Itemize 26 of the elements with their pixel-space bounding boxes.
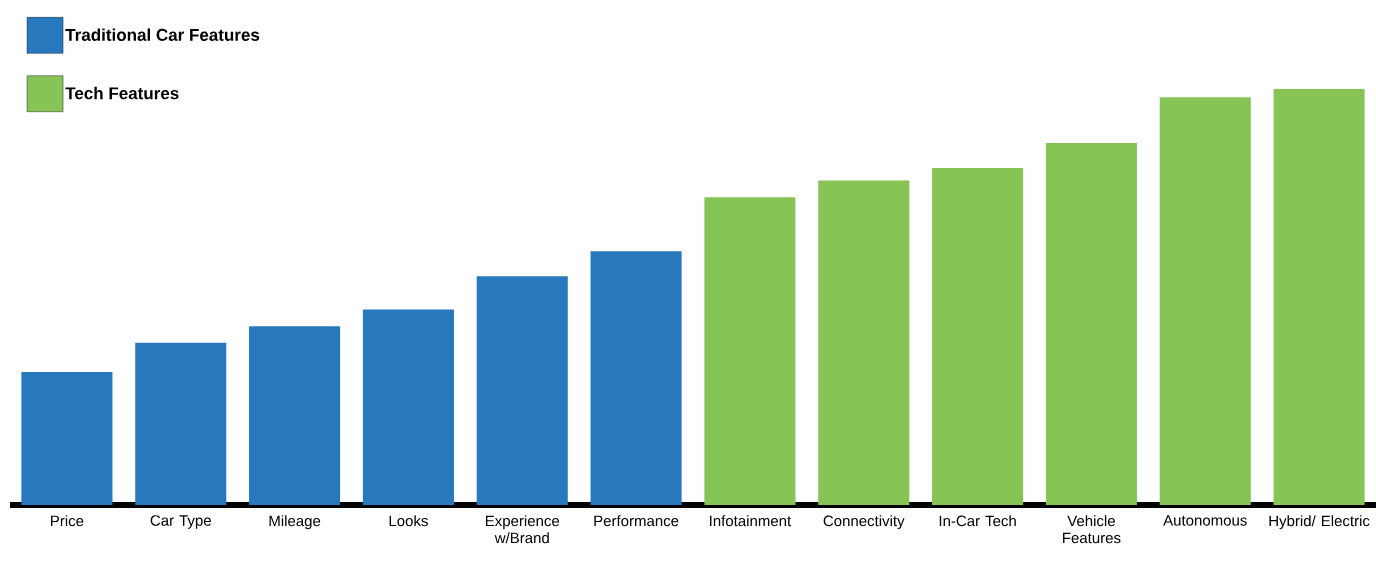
bar [135,342,227,505]
legend-label: Traditional Car Features [65,28,260,41]
x-tick-label: Car Type [150,515,211,529]
x-tick-label: Mileage [269,515,321,530]
x-tick-label: Experience w/Brand [485,515,560,544]
x-tick-label: Vehicle Features [1063,515,1121,544]
x-tick-label: Connectivity [823,515,905,530]
x-tick-label: In-Car Tech [939,515,1016,527]
bar [249,326,341,505]
bar [818,180,910,505]
bar [1159,97,1251,505]
x-tick-label: Performance [594,515,679,527]
bar [590,251,682,505]
legend-label: Tech Features [65,86,179,100]
x-tick-label: Hybrid/ Electric [1269,515,1370,530]
bar [476,276,568,505]
bar [1045,143,1137,505]
bar [704,197,796,505]
bar [1273,89,1365,505]
bar [932,168,1024,505]
x-tick-label: Price [51,515,84,527]
bar [362,309,454,505]
x-tick-label: Autonomous [1163,515,1247,526]
bar [21,371,113,505]
x-tick-label: Infotainment [710,515,792,527]
x-tick-label: Looks [389,515,428,527]
